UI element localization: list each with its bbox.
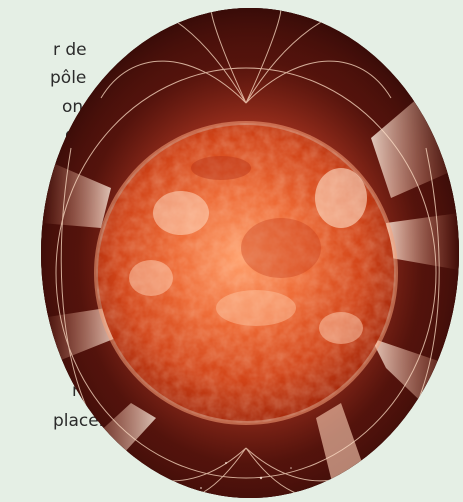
sun-corona-photo xyxy=(41,8,459,498)
text-fragment-1: r de xyxy=(53,40,87,60)
sun-illustration xyxy=(41,8,459,498)
text-fragment-8: placer xyxy=(53,411,106,431)
text-fragment-2: pôle xyxy=(50,68,87,88)
